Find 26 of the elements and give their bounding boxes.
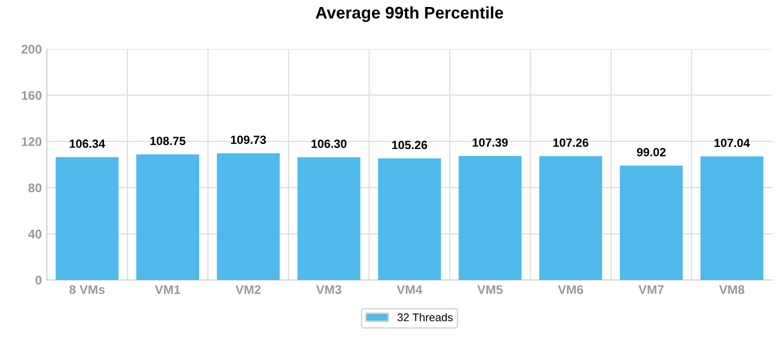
x-tick-label: VM6	[558, 285, 584, 294]
x-tick-label: VM1	[154, 285, 180, 294]
data-label: 108.75	[150, 136, 186, 146]
x-tick-label: VM5	[477, 285, 503, 294]
data-label: 109.73	[230, 136, 266, 144]
x-tick-label: VM7	[638, 285, 664, 294]
x-tick-label: 8 VMs	[69, 285, 105, 294]
chart-title: Average 99th Percentile	[316, 6, 504, 22]
x-tick-label: VM3	[316, 285, 342, 294]
y-tick-label: 40	[28, 230, 42, 238]
x-tick-label: VM2	[236, 285, 261, 294]
data-label: 106.30	[312, 140, 346, 148]
data-label: 106.34	[70, 140, 106, 148]
y-tick-label: 0	[35, 276, 42, 285]
data-label: 107.26	[553, 138, 588, 147]
x-tick-label: VM4	[396, 285, 422, 294]
data-label: 107.39	[472, 138, 508, 147]
data-label: 99.02	[636, 148, 666, 156]
x-tick-label: VM8	[719, 285, 744, 294]
legend-label: 32 Threads	[397, 313, 453, 322]
data-label: 105.26	[392, 140, 428, 150]
y-tick-label: 160	[22, 91, 42, 100]
data-label: 107.04	[714, 138, 750, 148]
y-tick-label: 80	[28, 183, 42, 192]
y-tick-label: 120	[22, 137, 42, 146]
y-tick-label: 200	[22, 44, 42, 54]
